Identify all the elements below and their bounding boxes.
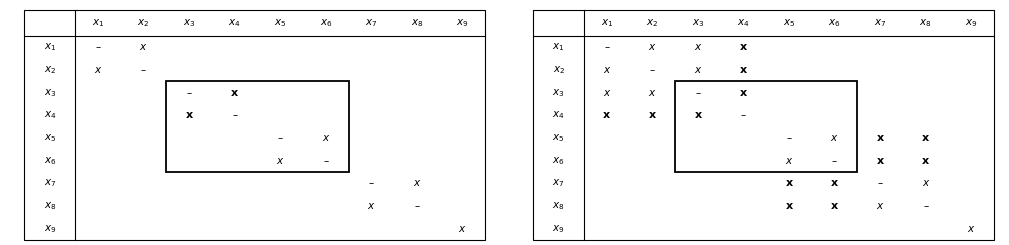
Text: –: – <box>368 179 374 188</box>
Text: $x_{8}$: $x_{8}$ <box>411 17 423 29</box>
Text: $x_{1}$: $x_{1}$ <box>600 17 613 29</box>
Text: $x$: $x$ <box>367 201 375 211</box>
Text: x: x <box>603 110 610 121</box>
Text: x: x <box>831 179 838 188</box>
Text: $x_{8}$: $x_{8}$ <box>552 200 565 212</box>
Text: $x_{7}$: $x_{7}$ <box>43 178 57 189</box>
Text: $x_{6}$: $x_{6}$ <box>552 155 565 167</box>
Text: –: – <box>832 156 837 166</box>
Text: $x_{5}$: $x_{5}$ <box>43 132 57 144</box>
Text: $x_{5}$: $x_{5}$ <box>274 17 287 29</box>
Text: –: – <box>650 65 655 75</box>
Text: $x$: $x$ <box>785 156 793 166</box>
Text: $x_{6}$: $x_{6}$ <box>43 155 57 167</box>
Text: $x_{7}$: $x_{7}$ <box>874 17 886 29</box>
Text: $x_{5}$: $x_{5}$ <box>783 17 795 29</box>
Text: $x$: $x$ <box>648 42 657 52</box>
Text: $x$: $x$ <box>693 65 702 75</box>
Text: –: – <box>878 179 883 188</box>
Text: $x_{7}$: $x_{7}$ <box>365 17 377 29</box>
Text: –: – <box>741 110 746 121</box>
Text: $x_{8}$: $x_{8}$ <box>43 200 57 212</box>
Text: x: x <box>785 201 793 211</box>
Text: –: – <box>695 88 700 98</box>
Text: $x$: $x$ <box>139 42 147 52</box>
Text: –: – <box>786 133 792 143</box>
Text: $x_{4}$: $x_{4}$ <box>552 110 565 121</box>
Text: $x_{3}$: $x_{3}$ <box>552 87 565 99</box>
Text: $x$: $x$ <box>830 133 838 143</box>
Text: $x$: $x$ <box>276 156 285 166</box>
Text: $x_{9}$: $x_{9}$ <box>552 223 565 235</box>
Text: $x$: $x$ <box>413 179 421 188</box>
Text: $x$: $x$ <box>693 42 702 52</box>
Text: $x$: $x$ <box>921 179 930 188</box>
Text: $x_{7}$: $x_{7}$ <box>553 178 565 189</box>
Text: x: x <box>922 156 929 166</box>
Bar <box>166 82 348 172</box>
Text: –: – <box>604 42 609 52</box>
Text: x: x <box>785 179 793 188</box>
Text: $x_{3}$: $x_{3}$ <box>183 17 196 29</box>
Text: –: – <box>415 201 420 211</box>
Text: $x_{6}$: $x_{6}$ <box>320 17 332 29</box>
Text: x: x <box>231 88 238 98</box>
Text: $x_{3}$: $x_{3}$ <box>43 87 57 99</box>
Text: $x$: $x$ <box>602 88 611 98</box>
Text: x: x <box>877 133 884 143</box>
Text: –: – <box>187 88 192 98</box>
Text: –: – <box>232 110 237 121</box>
Text: –: – <box>323 156 329 166</box>
Text: –: – <box>923 201 928 211</box>
Text: $x_{5}$: $x_{5}$ <box>553 132 565 144</box>
Text: x: x <box>186 110 193 121</box>
Text: x: x <box>649 110 656 121</box>
Text: –: – <box>141 65 146 75</box>
Text: $x$: $x$ <box>602 65 611 75</box>
Text: x: x <box>922 133 929 143</box>
Text: x: x <box>740 65 747 75</box>
Text: $x$: $x$ <box>967 224 976 234</box>
Text: $x_{8}$: $x_{8}$ <box>919 17 932 29</box>
Text: $x$: $x$ <box>94 65 102 75</box>
Text: x: x <box>740 42 747 52</box>
Text: x: x <box>877 156 884 166</box>
Text: $x_{4}$: $x_{4}$ <box>738 17 750 29</box>
Text: $x_{4}$: $x_{4}$ <box>228 17 241 29</box>
Text: $x_{3}$: $x_{3}$ <box>692 17 704 29</box>
Text: $x_{6}$: $x_{6}$ <box>828 17 840 29</box>
Text: $x_{1}$: $x_{1}$ <box>92 17 104 29</box>
Text: $x$: $x$ <box>648 88 657 98</box>
Text: $x_{1}$: $x_{1}$ <box>553 42 565 53</box>
Text: $x_{1}$: $x_{1}$ <box>43 42 57 53</box>
Text: $x_{2}$: $x_{2}$ <box>137 17 149 29</box>
Text: $x_{9}$: $x_{9}$ <box>43 223 57 235</box>
Text: $x_{2}$: $x_{2}$ <box>646 17 659 29</box>
Text: $x_{9}$: $x_{9}$ <box>456 17 469 29</box>
Text: $x$: $x$ <box>458 224 467 234</box>
Text: $x_{9}$: $x_{9}$ <box>965 17 978 29</box>
Bar <box>675 82 858 172</box>
Text: x: x <box>740 88 747 98</box>
Text: –: – <box>95 42 101 52</box>
Text: $x$: $x$ <box>322 133 330 143</box>
Text: –: – <box>277 133 283 143</box>
Text: $x_{2}$: $x_{2}$ <box>553 64 565 76</box>
Text: $x_{4}$: $x_{4}$ <box>43 110 57 121</box>
Text: x: x <box>831 201 838 211</box>
Text: $x_{2}$: $x_{2}$ <box>43 64 55 76</box>
Text: x: x <box>694 110 701 121</box>
Text: $x$: $x$ <box>876 201 885 211</box>
